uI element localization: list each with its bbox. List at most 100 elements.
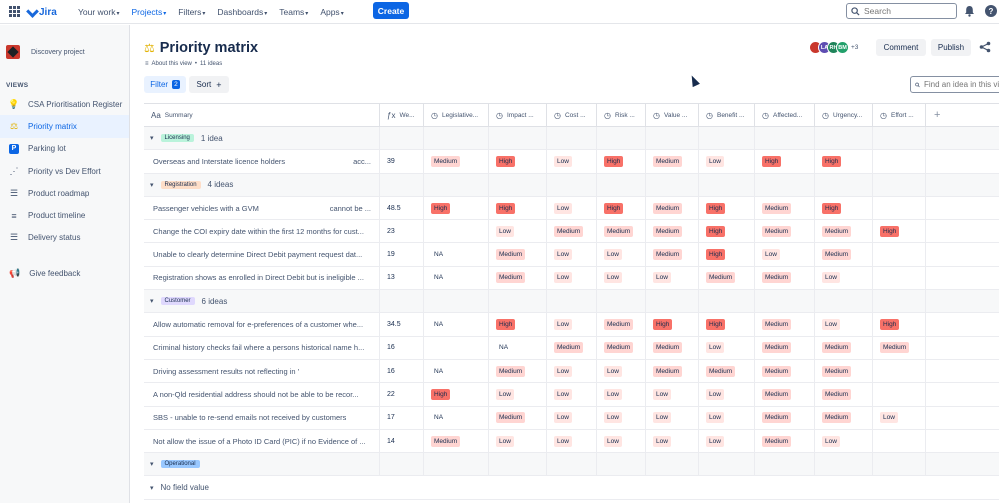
rating-cell[interactable]: Medium <box>547 220 597 243</box>
filter-button[interactable]: Filter 2 <box>144 76 186 93</box>
idea-summary[interactable]: Allow automatic removal for e-preference… <box>153 320 364 330</box>
rating-cell[interactable] <box>873 359 926 383</box>
rating-cell[interactable]: Medium <box>646 196 699 220</box>
group-row[interactable]: ▾ Licensing 1 idea <box>144 127 999 151</box>
rating-cell[interactable]: High <box>489 150 547 173</box>
chevron-down-icon[interactable]: ▾ <box>150 181 154 189</box>
rating-cell[interactable]: Low <box>547 243 597 266</box>
rating-cell[interactable]: NA <box>424 313 489 336</box>
idea-summary[interactable]: SBS - unable to re-send emails not recei… <box>153 413 347 423</box>
column-header[interactable]: ◷ Benefit ... <box>699 104 755 126</box>
weight-cell[interactable]: 19 <box>380 243 424 266</box>
idea-summary[interactable]: Criminal history checks fail where a per… <box>153 343 365 353</box>
rating-cell[interactable]: NA <box>424 406 489 429</box>
column-header[interactable]: ƒx We... <box>380 104 424 126</box>
weight-cell[interactable]: 39 <box>380 150 424 173</box>
rating-cell[interactable]: NA <box>424 359 489 383</box>
table-row[interactable]: Passenger vehicles with a GVM cannot be .… <box>144 196 999 221</box>
jira-logo[interactable]: Jira <box>26 5 57 19</box>
rating-cell[interactable]: Low <box>547 150 597 173</box>
rating-cell[interactable]: Low <box>547 359 597 383</box>
rating-cell[interactable]: Medium <box>815 220 873 243</box>
rating-cell[interactable] <box>424 220 489 243</box>
rating-cell[interactable]: Medium <box>597 220 646 243</box>
idea-summary[interactable]: Driving assessment results not reflectin… <box>153 366 300 376</box>
rating-cell[interactable] <box>873 243 926 266</box>
rating-cell[interactable]: Low <box>699 150 755 173</box>
summary-cell[interactable]: Passenger vehicles with a GVM cannot be .… <box>144 196 380 220</box>
find-idea-box[interactable] <box>910 76 999 93</box>
rating-cell[interactable]: Low <box>815 313 873 336</box>
rating-cell[interactable]: High <box>489 196 547 220</box>
give-feedback-link[interactable]: 📢 Give feedback <box>9 268 80 279</box>
idea-summary[interactable]: Passenger vehicles with a GVM <box>153 203 259 213</box>
rating-cell[interactable]: High <box>597 196 646 220</box>
table-row[interactable]: Allow automatic removal for e-preference… <box>144 313 999 337</box>
rating-cell[interactable]: Medium <box>873 336 926 359</box>
project-header[interactable]: Discovery project <box>6 45 85 59</box>
table-row[interactable]: Unable to clearly determine Direct Debit… <box>144 243 999 267</box>
about-view[interactable]: ≡ About this view • 11 ideas <box>145 61 223 67</box>
rating-cell[interactable]: Low <box>547 406 597 429</box>
weight-cell[interactable]: 23 <box>380 220 424 243</box>
rating-cell[interactable]: NA <box>489 336 547 359</box>
rating-cell[interactable]: Low <box>699 383 755 406</box>
summary-cell[interactable]: A non-Qld residential address should not… <box>144 383 380 406</box>
rating-cell[interactable]: NA <box>424 266 489 290</box>
rating-cell[interactable]: Low <box>699 406 755 429</box>
table-row[interactable]: Criminal history checks fail where a per… <box>144 336 999 360</box>
weight-cell[interactable]: 14 <box>380 429 424 453</box>
rating-cell[interactable]: Low <box>646 429 699 453</box>
column-header[interactable]: Aa Summary <box>144 104 380 126</box>
column-header[interactable]: ◷ Effort ... <box>873 104 926 126</box>
rating-cell[interactable] <box>873 150 926 173</box>
sidebar-item-delivery-status[interactable]: ☰ Delivery status <box>0 227 129 249</box>
group-header[interactable]: ▾ No field value <box>144 476 380 498</box>
group-row[interactable]: ▾ Registration 4 ideas <box>144 173 999 197</box>
app-switcher-icon[interactable] <box>9 6 20 17</box>
rating-cell[interactable]: Medium <box>755 313 815 336</box>
rating-cell[interactable]: High <box>699 196 755 220</box>
rating-cell[interactable]: High <box>597 150 646 173</box>
page-title[interactable]: Priority matrix <box>159 40 259 56</box>
sidebar-item-priority-vs-dev-effort[interactable]: ⋰ Priority vs Dev Effort <box>0 160 129 182</box>
rating-cell[interactable]: Low <box>547 429 597 453</box>
weight-cell[interactable]: 16 <box>380 359 424 383</box>
table-row[interactable]: Overseas and Interstate licence holders a… <box>144 150 999 174</box>
table-row[interactable]: Change the COI expiry date within the fi… <box>144 220 999 244</box>
help-icon[interactable]: ? <box>985 5 997 17</box>
rating-cell[interactable]: Low <box>646 383 699 406</box>
idea-summary[interactable]: Overseas and Interstate licence holders <box>153 156 286 166</box>
rating-cell[interactable]: Low <box>873 406 926 429</box>
nav-item-projects[interactable]: Projects▾ <box>126 7 173 17</box>
rating-cell[interactable]: Low <box>597 266 646 290</box>
rating-cell[interactable]: NA <box>424 243 489 266</box>
column-header[interactable]: ◷ Affected... <box>755 104 815 126</box>
group-header[interactable]: ▾ Registration 4 ideas <box>144 173 380 196</box>
summary-cell[interactable]: Registration shows as enrolled in Direct… <box>144 266 380 290</box>
rating-cell[interactable]: High <box>699 220 755 243</box>
summary-cell[interactable]: Driving assessment results not reflectin… <box>144 359 380 383</box>
rating-cell[interactable]: Low <box>547 383 597 406</box>
rating-cell[interactable]: High <box>699 313 755 336</box>
rating-cell[interactable]: High <box>815 196 873 220</box>
chevron-down-icon[interactable]: ▾ <box>150 135 154 143</box>
rating-cell[interactable]: Low <box>597 243 646 266</box>
rating-cell[interactable]: Medium <box>755 383 815 406</box>
rating-cell[interactable]: Medium <box>646 336 699 359</box>
rating-cell[interactable]: Medium <box>755 336 815 359</box>
summary-cell[interactable]: Allow automatic removal for e-preference… <box>144 313 380 336</box>
weight-cell[interactable]: 17 <box>380 406 424 429</box>
rating-cell[interactable]: High <box>755 150 815 173</box>
rating-cell[interactable]: Medium <box>815 383 873 406</box>
summary-cell[interactable]: Overseas and Interstate licence holders a… <box>144 150 380 173</box>
group-row[interactable]: ▾ Operational <box>144 453 999 477</box>
rating-cell[interactable]: Medium <box>489 359 547 383</box>
rating-cell[interactable]: Medium <box>755 266 815 290</box>
rating-cell[interactable]: Medium <box>755 429 815 453</box>
rating-cell[interactable]: Medium <box>815 359 873 383</box>
idea-summary[interactable]: Change the COI expiry date within the fi… <box>153 226 364 236</box>
rating-cell[interactable]: Low <box>489 383 547 406</box>
group-row[interactable]: ▾ No field value <box>144 476 999 500</box>
rating-cell[interactable]: Medium <box>815 406 873 429</box>
